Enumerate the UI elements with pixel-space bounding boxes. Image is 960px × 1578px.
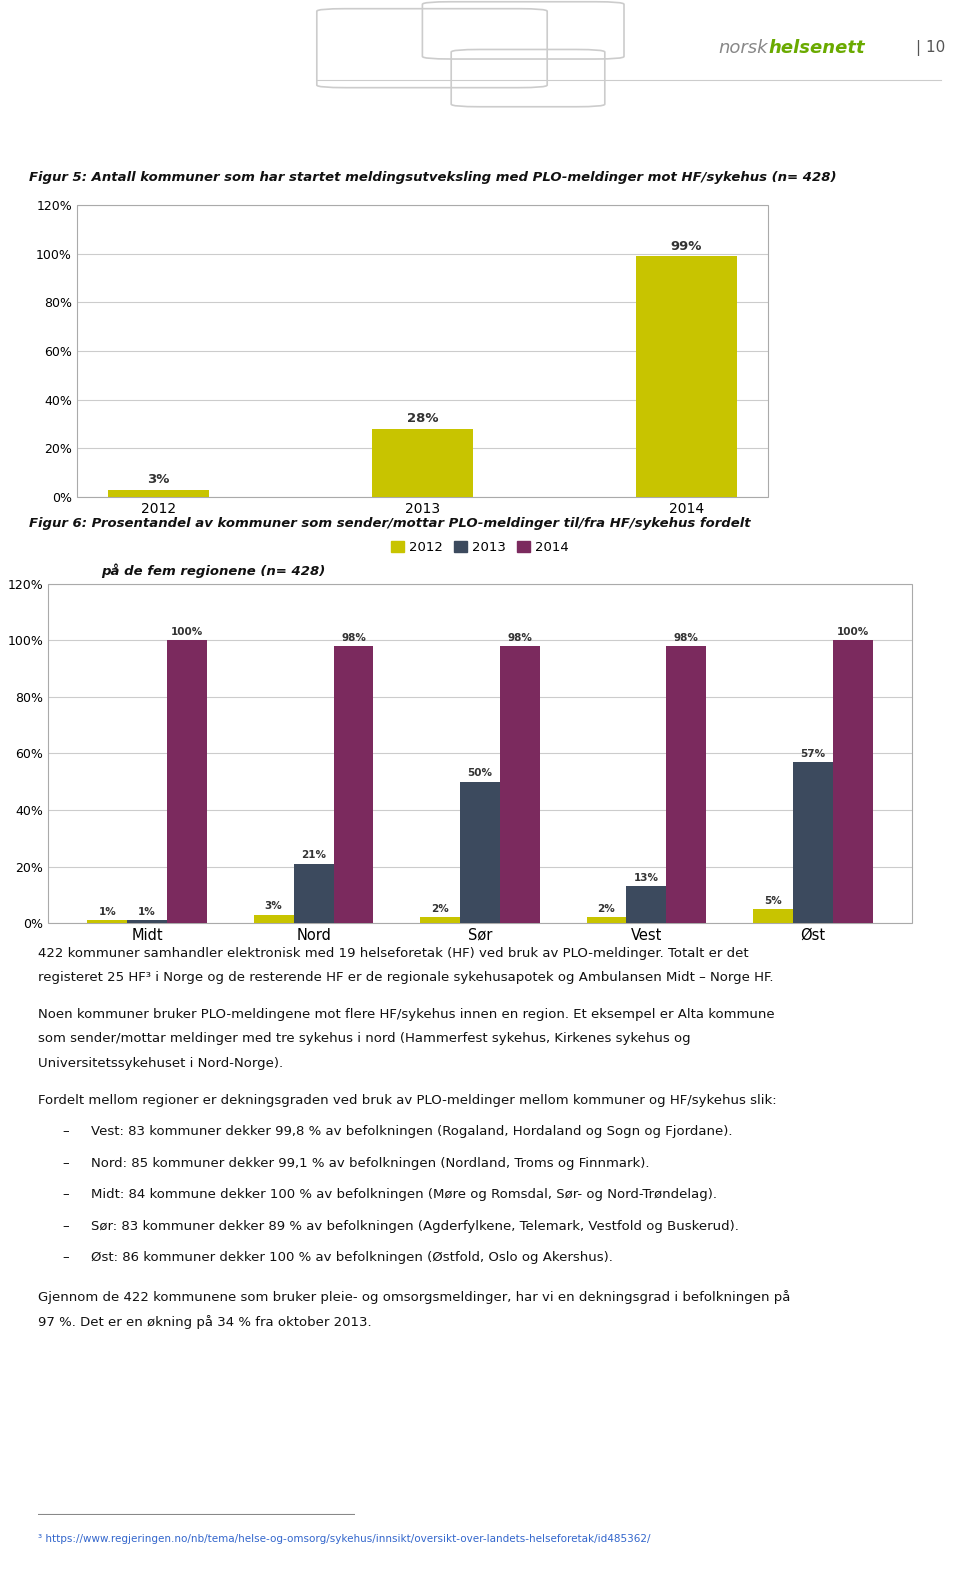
Text: 57%: 57% xyxy=(801,748,826,759)
Bar xyxy=(627,887,666,923)
Bar xyxy=(108,489,208,497)
Bar xyxy=(832,641,873,923)
Text: ³ https://www.regjeringen.no/nb/tema/helse-og-omsorg/sykehus/innsikt/oversikt-ov: ³ https://www.regjeringen.no/nb/tema/hel… xyxy=(38,1534,651,1543)
Text: helsenett: helsenett xyxy=(768,39,865,57)
Text: –: – xyxy=(62,1125,69,1138)
Text: 97 %. Det er en økning på 34 % fra oktober 2013.: 97 %. Det er en økning på 34 % fra oktob… xyxy=(38,1314,372,1329)
Text: 50%: 50% xyxy=(468,768,492,778)
Text: 2%: 2% xyxy=(431,904,449,914)
Text: –: – xyxy=(62,1220,69,1232)
Bar xyxy=(636,256,736,497)
Text: 3%: 3% xyxy=(147,473,170,486)
Bar xyxy=(294,863,333,923)
Text: 3%: 3% xyxy=(265,901,282,911)
Text: norsk: norsk xyxy=(718,39,768,57)
Text: 1%: 1% xyxy=(138,907,156,917)
Text: Noen kommuner bruker PLO-meldingene mot flere HF/sykehus innen en region. Et eks: Noen kommuner bruker PLO-meldingene mot … xyxy=(38,1008,775,1021)
Text: 13%: 13% xyxy=(634,873,659,884)
Bar xyxy=(87,920,128,923)
Text: 100%: 100% xyxy=(836,626,869,638)
Text: –: – xyxy=(62,1251,69,1264)
Bar xyxy=(793,762,832,923)
Bar xyxy=(666,645,707,923)
Bar xyxy=(753,909,793,923)
Text: Nord: 85 kommuner dekker 99,1 % av befolkningen (Nordland, Troms og Finnmark).: Nord: 85 kommuner dekker 99,1 % av befol… xyxy=(91,1157,650,1169)
Text: som sender/mottar meldinger med tre sykehus i nord (Hammerfest sykehus, Kirkenes: som sender/mottar meldinger med tre syke… xyxy=(38,1032,691,1045)
Bar xyxy=(128,920,167,923)
Bar xyxy=(48,584,912,923)
Text: 422 kommuner samhandler elektronisk med 19 helseforetak (HF) ved bruk av PLO-mel: 422 kommuner samhandler elektronisk med … xyxy=(38,947,749,959)
Bar xyxy=(460,781,500,923)
Text: 2%: 2% xyxy=(597,904,615,914)
Bar xyxy=(77,205,768,497)
Text: Universitetssykehuset i Nord-Norge).: Universitetssykehuset i Nord-Norge). xyxy=(38,1057,283,1070)
Bar xyxy=(500,645,540,923)
Bar xyxy=(420,917,460,923)
Text: Øst: 86 kommuner dekker 100 % av befolkningen (Østfold, Oslo og Akershus).: Øst: 86 kommuner dekker 100 % av befolkn… xyxy=(91,1251,613,1264)
Text: –: – xyxy=(62,1188,69,1201)
Legend: 2012, 2013, 2014: 2012, 2013, 2014 xyxy=(386,537,574,560)
Text: 99%: 99% xyxy=(671,240,702,252)
Text: Midt: 84 kommune dekker 100 % av befolkningen (Møre og Romsdal, Sør- og Nord-Trø: Midt: 84 kommune dekker 100 % av befolkn… xyxy=(91,1188,717,1201)
Text: 100%: 100% xyxy=(171,626,204,638)
Text: Gjennom de 422 kommunene som bruker pleie- og omsorgsmeldinger, har vi en deknin: Gjennom de 422 kommunene som bruker plei… xyxy=(38,1291,791,1305)
Text: 98%: 98% xyxy=(508,633,533,642)
Text: 5%: 5% xyxy=(764,896,781,906)
Bar xyxy=(333,645,373,923)
Text: Figur 6: Prosentandel av kommuner som sender/mottar PLO-meldinger til/fra HF/syk: Figur 6: Prosentandel av kommuner som se… xyxy=(29,516,751,530)
Bar xyxy=(372,429,472,497)
Text: 98%: 98% xyxy=(341,633,366,642)
Text: registeret 25 HF³ i Norge og de resterende HF er de regionale sykehusapotek og A: registeret 25 HF³ i Norge og de resteren… xyxy=(38,972,774,985)
Text: | 10: | 10 xyxy=(917,39,946,55)
Text: –: – xyxy=(62,1157,69,1169)
Text: 21%: 21% xyxy=(301,851,326,860)
Text: 98%: 98% xyxy=(674,633,699,642)
Text: Figur 5: Antall kommuner som har startet meldingsutveksling med PLO-meldinger mo: Figur 5: Antall kommuner som har startet… xyxy=(29,170,836,185)
Bar xyxy=(587,917,627,923)
Text: 1%: 1% xyxy=(98,907,116,917)
Bar xyxy=(253,915,294,923)
Text: Sør: 83 kommuner dekker 89 % av befolkningen (Agderfylkene, Telemark, Vestfold o: Sør: 83 kommuner dekker 89 % av befolkni… xyxy=(91,1220,739,1232)
Text: Fordelt mellom regioner er dekningsgraden ved bruk av PLO-meldinger mellom kommu: Fordelt mellom regioner er dekningsgrade… xyxy=(38,1094,777,1106)
Bar xyxy=(167,641,207,923)
Text: på de fem regionene (n= 428): på de fem regionene (n= 428) xyxy=(101,563,325,578)
Text: 28%: 28% xyxy=(407,412,438,426)
Text: Vest: 83 kommuner dekker 99,8 % av befolkningen (Rogaland, Hordaland og Sogn og : Vest: 83 kommuner dekker 99,8 % av befol… xyxy=(91,1125,732,1138)
